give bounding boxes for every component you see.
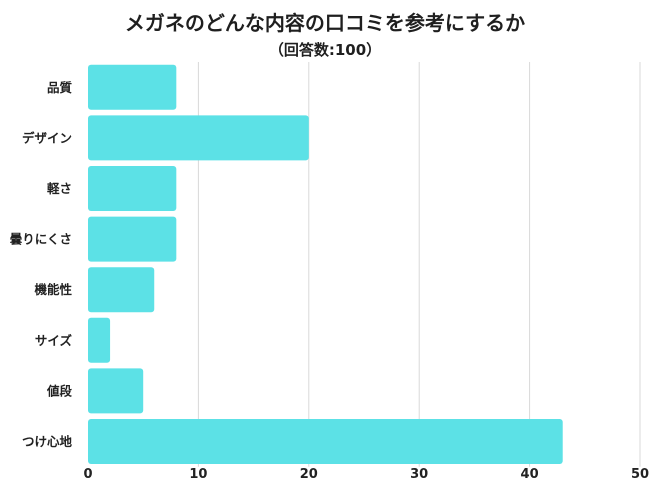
bar: [88, 368, 144, 414]
bar: [88, 267, 155, 313]
category-label: 品質: [47, 80, 73, 95]
category-label: 曇りにくさ: [10, 232, 72, 247]
bar: [88, 115, 309, 161]
bar: [88, 419, 563, 464]
category-label: つけ心地: [22, 434, 73, 449]
x-tick-label: 10: [189, 467, 207, 482]
x-tick-label: 30: [410, 467, 428, 482]
x-tick-label: 50: [631, 467, 649, 482]
bar: [88, 166, 177, 211]
chart-subtitle: （回答数:100）: [269, 41, 381, 59]
category-label: 値段: [46, 383, 73, 398]
x-tick-label: 0: [83, 467, 92, 482]
bar: [88, 64, 177, 110]
category-label: 軽さ: [47, 181, 72, 196]
x-tick-label: 40: [521, 467, 539, 482]
category-label: デザイン: [22, 130, 72, 145]
chart-title: メガネのどんな内容の口コミを参考にするか: [125, 11, 525, 35]
category-label: サイズ: [35, 333, 73, 348]
category-label: 機能性: [34, 282, 72, 297]
x-tick-labels: 0 10 20 30 40 50: [83, 467, 649, 482]
bar: [88, 317, 111, 363]
bars: [88, 64, 563, 464]
bar: [88, 216, 177, 262]
x-tick-label: 20: [300, 467, 318, 482]
